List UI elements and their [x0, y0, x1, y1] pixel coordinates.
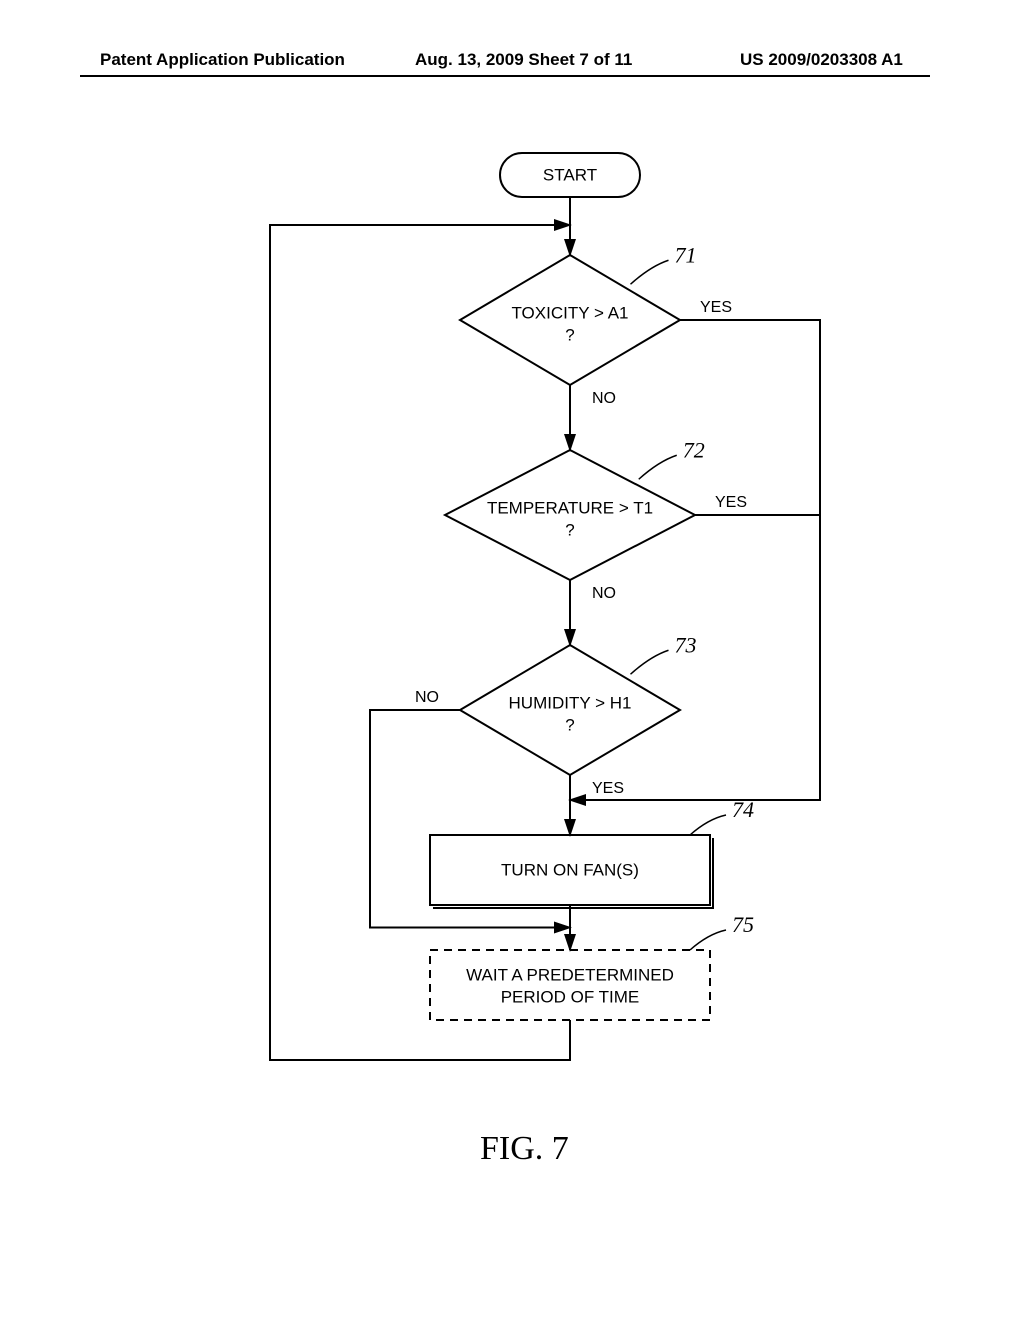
flowchart: START TOXICITY > A1? 71 TEMPERATURE > T1? 72…	[0, 0, 1024, 1320]
svg-text:?: ?	[565, 520, 574, 539]
svg-text:TOXICITY > A1: TOXICITY > A1	[511, 303, 628, 322]
svg-text:HUMIDITY > H1: HUMIDITY > H1	[509, 693, 632, 712]
svg-text:NO: NO	[415, 689, 439, 706]
svg-text:PERIOD OF TIME: PERIOD OF TIME	[501, 987, 640, 1006]
figure-label: FIG. 7	[480, 1130, 569, 1168]
svg-text:TEMPERATURE > T1: TEMPERATURE > T1	[487, 498, 653, 517]
svg-text:73: 73	[675, 632, 697, 657]
svg-text:75: 75	[732, 912, 754, 937]
svg-text:YES: YES	[700, 299, 732, 316]
svg-text:TURN ON FAN(S): TURN ON FAN(S)	[501, 860, 639, 879]
svg-text:?: ?	[565, 325, 574, 344]
svg-text:NO: NO	[592, 585, 616, 602]
svg-text:YES: YES	[715, 494, 747, 511]
svg-text:NO: NO	[592, 390, 616, 407]
svg-text:71: 71	[675, 242, 697, 267]
svg-text:72: 72	[683, 437, 705, 462]
svg-text:START: START	[543, 165, 597, 184]
svg-text:?: ?	[565, 715, 574, 734]
svg-text:WAIT A PREDETERMINED: WAIT A PREDETERMINED	[466, 965, 674, 984]
svg-text:YES: YES	[592, 780, 624, 797]
